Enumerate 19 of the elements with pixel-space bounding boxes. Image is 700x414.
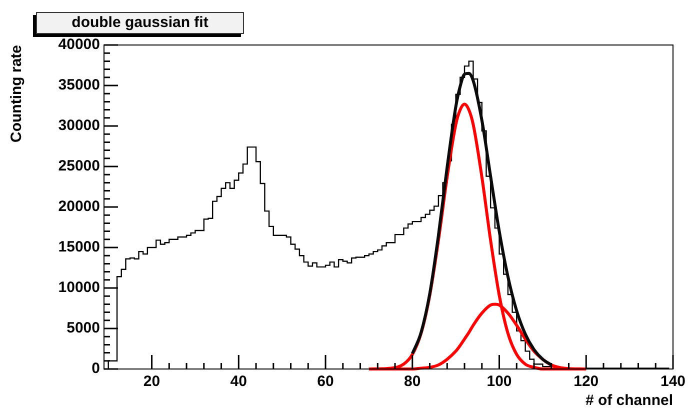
y-tick-label: 30000 — [58, 117, 100, 134]
y-axis-title: Counting rate — [8, 45, 26, 142]
y-tick-label: 10000 — [58, 279, 100, 296]
y-tick-label: 5000 — [66, 320, 100, 337]
chart-title: double gaussian fit — [36, 12, 244, 34]
y-tick-label: 25000 — [58, 158, 100, 175]
x-tick-label: 120 — [574, 373, 599, 390]
y-tick-label: 0 — [92, 360, 100, 378]
x-axis-title: # of channel — [585, 392, 673, 410]
x-tick-label: 100 — [486, 373, 512, 390]
y-tick-label: 35000 — [58, 76, 100, 94]
y-tick-label: 40000 — [58, 36, 100, 54]
x-tick-label: 60 — [317, 373, 334, 390]
x-tick-label: 20 — [143, 373, 160, 390]
x-tick-label: 140 — [660, 373, 686, 390]
y-tick-label: 15000 — [58, 238, 100, 256]
x-tick-label: 40 — [230, 373, 247, 390]
x-tick-label: 80 — [404, 373, 421, 390]
y-tick-label: 20000 — [58, 198, 100, 216]
